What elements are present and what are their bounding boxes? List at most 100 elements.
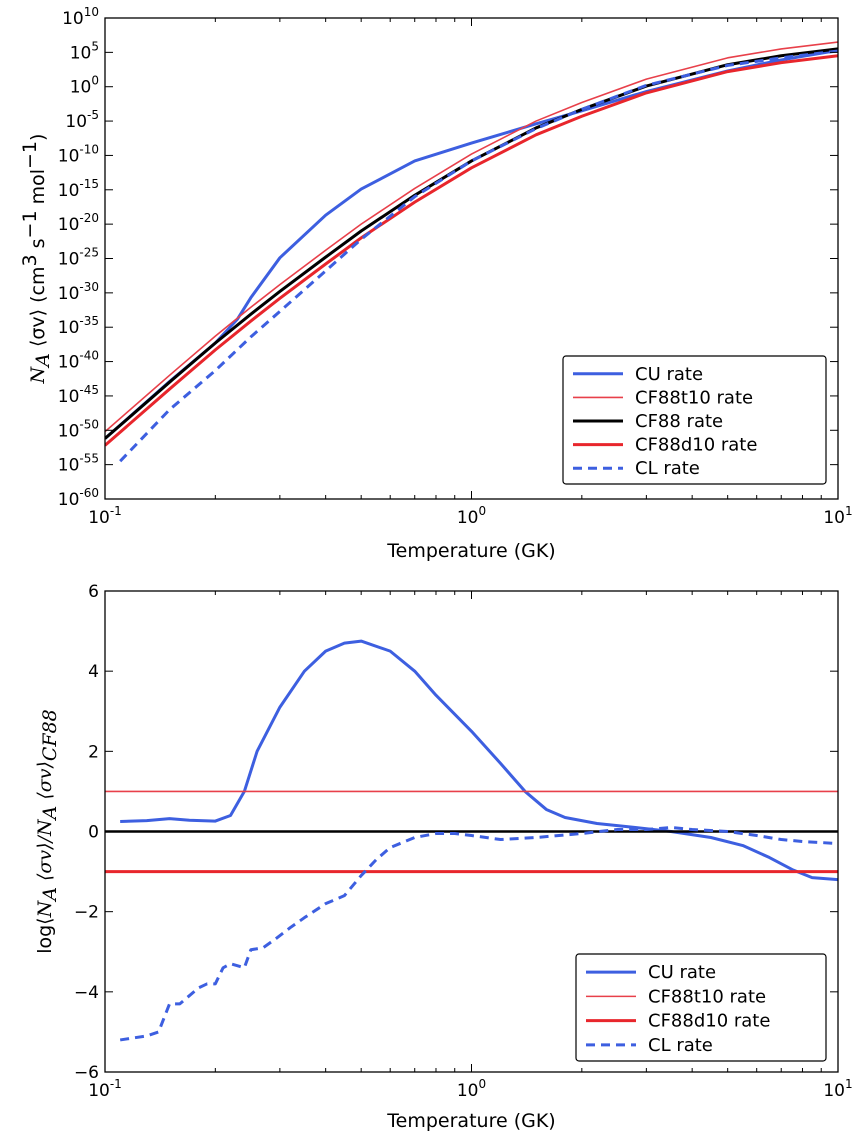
y-tick-exponent: 5 [91,39,99,53]
x-axis-label: Temperature (GK) [386,1110,555,1132]
y-axis-label-part: ⟨σv⟩/ [34,834,56,887]
y-tick-label: −2 [74,903,99,923]
y-axis-label-part: log⟨ [34,917,56,953]
x-axis-label: Temperature (GK) [386,540,555,562]
y-tick-exponent: 10 [84,5,99,19]
y-tick-base: 10 [58,181,80,201]
y-axis-label-part: N [27,365,49,384]
y-tick-label: 10-25 [58,246,99,270]
y-axis-label-part: N [34,899,56,918]
y-tick-base: 10 [58,146,80,166]
y-tick-base: 10 [58,353,80,373]
x-tick-base: 10 [88,1081,110,1101]
y-tick-base: 10 [58,215,80,235]
y-tick-base: 10 [58,318,80,338]
y-axis-label-part: ⟨σv⟩ (cm [27,267,49,354]
y-tick-label: 6 [88,582,99,602]
series-line-cf88t10-rate [105,41,838,433]
y-tick-base: 10 [58,490,80,510]
y-axis-label-part: s [27,238,49,254]
y-tick-label: 10-15 [58,177,99,201]
y-tick-label: 10-10 [58,142,99,166]
y-tick-label: 10-5 [65,108,99,132]
y-axis-label-part: ) [27,134,49,141]
y-tick-exponent: -10 [79,142,99,156]
y-axis-label-part: mol [27,169,49,210]
y-tick-label: 10-60 [58,486,99,510]
y-axis-label-part: A [39,887,61,903]
y-tick-base: 10 [58,456,80,476]
x-tick-label: 10-1 [88,504,122,528]
y-tick-label: 100 [70,74,99,98]
legend-box [575,953,827,1062]
y-tick-label: 10-40 [58,349,99,373]
y-tick-label: 0 [88,823,99,843]
y-tick-exponent: -30 [79,280,99,294]
y-tick-exponent: -60 [79,486,99,500]
series-line-cu-rate [120,639,838,882]
y-tick-base: 10 [65,112,87,132]
y-tick-label: 10-50 [58,417,99,441]
y-axis-label-part: N [34,818,56,837]
x-tick-base: 10 [823,1081,845,1101]
y-tick-label: 10-45 [58,383,99,407]
y-tick-base: 10 [58,284,80,304]
y-axis-label: NA ⟨σv⟩ (cm3 s−1 mol−1) [19,134,54,385]
y-tick-exponent: -50 [79,417,99,431]
legend-label-cl-rate: CL rate [648,1035,713,1056]
y-tick-label: 2 [88,742,99,762]
series-line-cf88d10-rate [105,54,838,447]
x-tick-label: 10-1 [88,1077,122,1101]
y-tick-base: 10 [70,78,92,98]
x-tick-exponent: -1 [110,504,122,518]
y-tick-exponent: -15 [79,177,99,191]
x-tick-base: 10 [457,1081,479,1101]
y-tick-base: 10 [58,387,80,407]
x-tick-base: 10 [88,508,110,528]
y-tick-label: 105 [70,39,99,63]
legend-label-cf88d10-rate: CF88d10 rate [648,1011,770,1032]
legend-box [562,355,827,485]
y-tick-exponent: -5 [87,108,99,122]
legend-label-cf88t10-rate: CF88t10 rate [648,986,766,1007]
y-axis-label-part: ⟨σv⟩ [34,761,56,806]
y-tick-exponent: -20 [79,211,99,225]
x-tick-exponent: -1 [110,1077,122,1091]
y-tick-base: 10 [58,250,80,270]
series-group [105,639,838,1042]
x-tick-exponent: 0 [479,504,487,518]
legend-label-cf88t10-rate: CF88t10 rate [635,387,753,408]
y-tick-label: 10-55 [58,452,99,476]
y-tick-base: 10 [62,9,84,29]
x-tick-label: 100 [457,504,486,528]
y-tick-label: 10-35 [58,314,99,338]
y-tick-exponent: -35 [79,314,99,328]
y-axis-label-part: −1 [19,141,41,169]
y-axis-label-part: A [32,353,54,369]
series-line-cl-rate [119,49,838,463]
y-tick-label: 10-30 [58,280,99,304]
series-group [105,41,838,463]
x-tick-exponent: 1 [845,504,853,518]
y-tick-base: 10 [70,43,92,63]
y-axis-label-part: CF88 [39,709,61,761]
y-tick-label: −4 [74,983,99,1003]
y-axis-label-part: A [39,806,61,822]
top-rate-chart: 10-1 100 101101010510010-510-1010-1510-201… [19,5,853,562]
x-tick-base: 10 [823,508,845,528]
x-tick-exponent: 1 [845,1077,853,1091]
y-tick-exponent: -45 [79,383,99,397]
legend-label-cu-rate: CU rate [648,962,716,983]
x-tick-label: 100 [457,1077,486,1101]
legend: CU rate CF88t10 rate CF88d10 rate CL rate [575,953,827,1062]
y-tick-label: 10-20 [58,211,99,235]
x-tick-base: 10 [457,508,479,528]
y-tick-base: 10 [58,421,80,441]
y-tick-exponent: -40 [79,349,99,363]
y-axis-label: log⟨NA ⟨σv⟩/NA ⟨σv⟩CF88 [34,709,61,954]
x-tick-label: 101 [823,1077,852,1101]
legend-label-cu-rate: CU rate [635,364,703,385]
